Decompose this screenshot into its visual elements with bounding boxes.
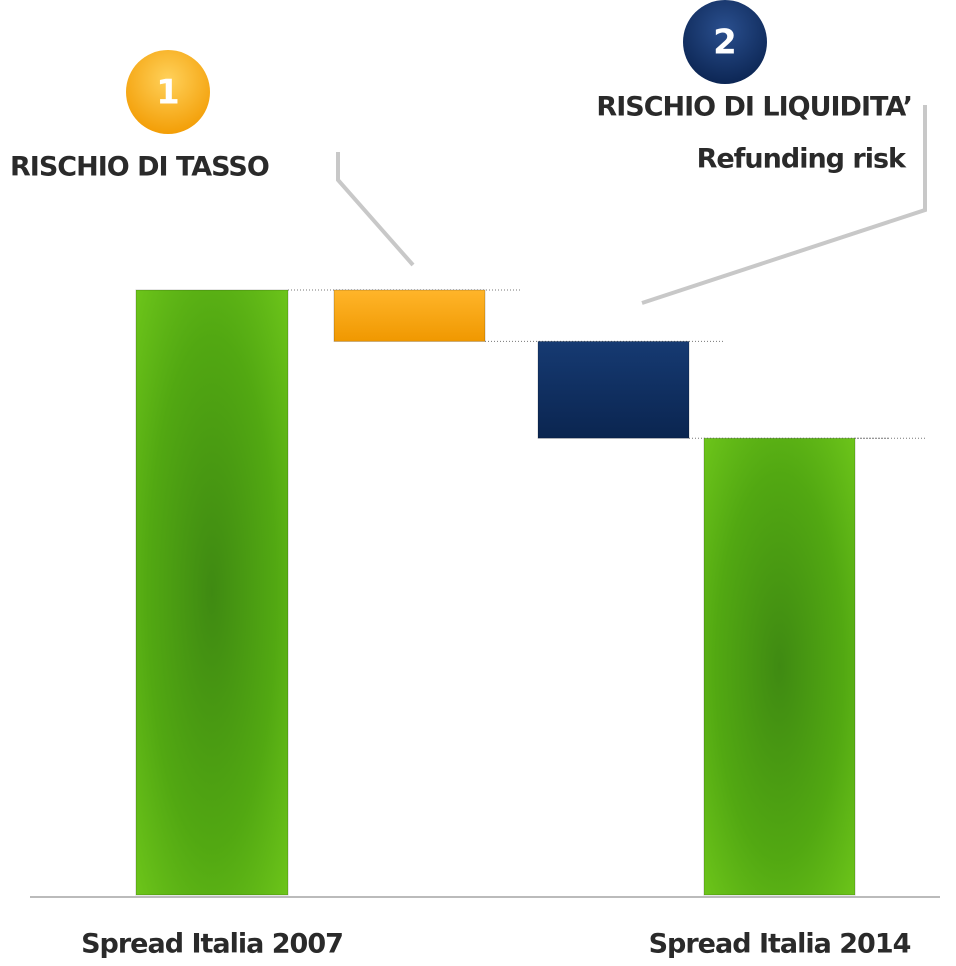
x-tick-label: Spread Italia 2007 [81, 929, 343, 960]
annotation-sublabel: Refunding risk [697, 144, 907, 175]
badge [683, 0, 767, 84]
bar [703, 437, 856, 896]
badge [126, 50, 210, 134]
badge-number: 2 [713, 23, 737, 63]
callout-line [336, 152, 415, 267]
bar [537, 340, 690, 439]
x-tick-label: Spread Italia 2014 [649, 929, 911, 960]
badge-number: 1 [156, 73, 180, 113]
bar [333, 289, 486, 342]
callout-line [641, 105, 927, 305]
annotation-label: RISCHIO DI TASSO [10, 152, 269, 183]
bar [135, 289, 289, 896]
annotation-label: RISCHIO DI LIQUIDITA’ [596, 92, 912, 123]
